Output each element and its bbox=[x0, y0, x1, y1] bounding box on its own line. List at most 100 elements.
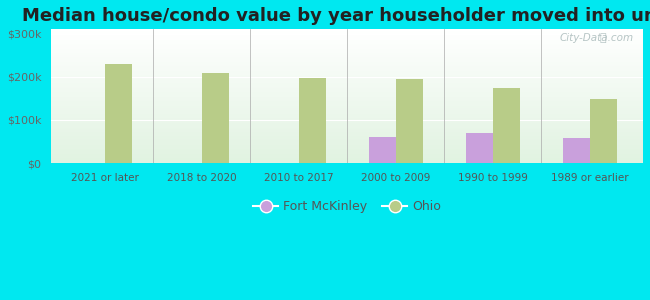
Bar bbox=[51, 102, 643, 103]
Bar bbox=[51, 145, 643, 146]
Bar bbox=[51, 48, 643, 49]
Bar bbox=[51, 159, 643, 160]
Bar bbox=[51, 37, 643, 38]
Bar bbox=[51, 135, 643, 136]
Bar bbox=[51, 85, 643, 86]
Bar bbox=[51, 95, 643, 96]
Text: ⓘ: ⓘ bbox=[600, 33, 606, 43]
Bar bbox=[396, 79, 423, 163]
Bar bbox=[51, 38, 643, 39]
Bar bbox=[51, 53, 643, 54]
Bar bbox=[51, 99, 643, 100]
Bar bbox=[51, 147, 643, 148]
Bar bbox=[51, 100, 643, 101]
Bar bbox=[51, 61, 643, 62]
Bar bbox=[51, 52, 643, 53]
Bar bbox=[51, 98, 643, 99]
Bar bbox=[51, 149, 643, 150]
Bar bbox=[51, 70, 643, 71]
Bar bbox=[51, 35, 643, 36]
Bar bbox=[51, 63, 643, 64]
Bar bbox=[51, 39, 643, 40]
Bar bbox=[51, 106, 643, 107]
Bar bbox=[51, 29, 643, 30]
Bar bbox=[51, 156, 643, 157]
Bar bbox=[51, 90, 643, 91]
Bar bbox=[51, 157, 643, 158]
Text: City-Data.com: City-Data.com bbox=[560, 33, 634, 43]
Bar bbox=[51, 123, 643, 124]
Bar bbox=[51, 81, 643, 82]
Bar bbox=[51, 68, 643, 69]
Bar bbox=[51, 158, 643, 159]
Bar bbox=[51, 161, 643, 162]
Bar bbox=[51, 79, 643, 80]
Bar bbox=[51, 136, 643, 137]
Bar bbox=[51, 55, 643, 56]
Bar bbox=[51, 154, 643, 155]
Bar bbox=[51, 146, 643, 147]
Bar bbox=[51, 58, 643, 59]
Bar bbox=[51, 60, 643, 61]
Bar bbox=[369, 137, 396, 163]
Bar bbox=[51, 121, 643, 122]
Bar bbox=[51, 49, 643, 50]
Bar bbox=[51, 50, 643, 51]
Bar bbox=[51, 80, 643, 81]
Bar bbox=[493, 88, 520, 163]
Bar bbox=[51, 144, 643, 145]
Bar bbox=[51, 33, 643, 34]
Bar bbox=[51, 115, 643, 116]
Bar bbox=[51, 41, 643, 42]
Bar bbox=[298, 79, 326, 163]
Bar bbox=[51, 148, 643, 149]
Bar bbox=[51, 134, 643, 135]
Bar bbox=[590, 99, 617, 163]
Bar bbox=[51, 155, 643, 156]
Bar bbox=[51, 46, 643, 47]
Bar bbox=[105, 64, 132, 163]
Bar bbox=[51, 71, 643, 72]
Bar bbox=[51, 88, 643, 89]
Bar bbox=[51, 69, 643, 70]
Bar bbox=[51, 103, 643, 104]
Bar bbox=[51, 129, 643, 130]
Bar bbox=[51, 122, 643, 123]
Bar bbox=[51, 152, 643, 153]
Bar bbox=[51, 120, 643, 121]
Bar bbox=[51, 76, 643, 77]
Bar bbox=[51, 34, 643, 35]
Bar bbox=[51, 132, 643, 133]
Title: Median house/condo value by year householder moved into unit: Median house/condo value by year househo… bbox=[23, 7, 650, 25]
Bar bbox=[51, 54, 643, 55]
Bar bbox=[51, 101, 643, 102]
Bar bbox=[51, 93, 643, 94]
Bar bbox=[51, 32, 643, 33]
Bar bbox=[51, 92, 643, 93]
Bar bbox=[51, 30, 643, 31]
Bar bbox=[51, 130, 643, 131]
Bar bbox=[51, 74, 643, 75]
Bar bbox=[51, 45, 643, 46]
Bar bbox=[51, 151, 643, 152]
Bar bbox=[51, 162, 643, 163]
Bar bbox=[51, 56, 643, 57]
Bar bbox=[51, 105, 643, 106]
Legend: Fort McKinley, Ohio: Fort McKinley, Ohio bbox=[248, 195, 446, 218]
Bar bbox=[51, 137, 643, 138]
Bar bbox=[51, 117, 643, 118]
Bar bbox=[51, 128, 643, 129]
Bar bbox=[51, 118, 643, 119]
Bar bbox=[51, 124, 643, 125]
Bar bbox=[51, 62, 643, 63]
Bar bbox=[51, 77, 643, 78]
Bar bbox=[51, 138, 643, 139]
Bar bbox=[51, 160, 643, 161]
Bar bbox=[51, 110, 643, 111]
Bar bbox=[51, 87, 643, 88]
Bar bbox=[51, 139, 643, 140]
Bar bbox=[51, 96, 643, 97]
Bar bbox=[51, 59, 643, 60]
Bar bbox=[51, 51, 643, 52]
Bar bbox=[51, 43, 643, 44]
